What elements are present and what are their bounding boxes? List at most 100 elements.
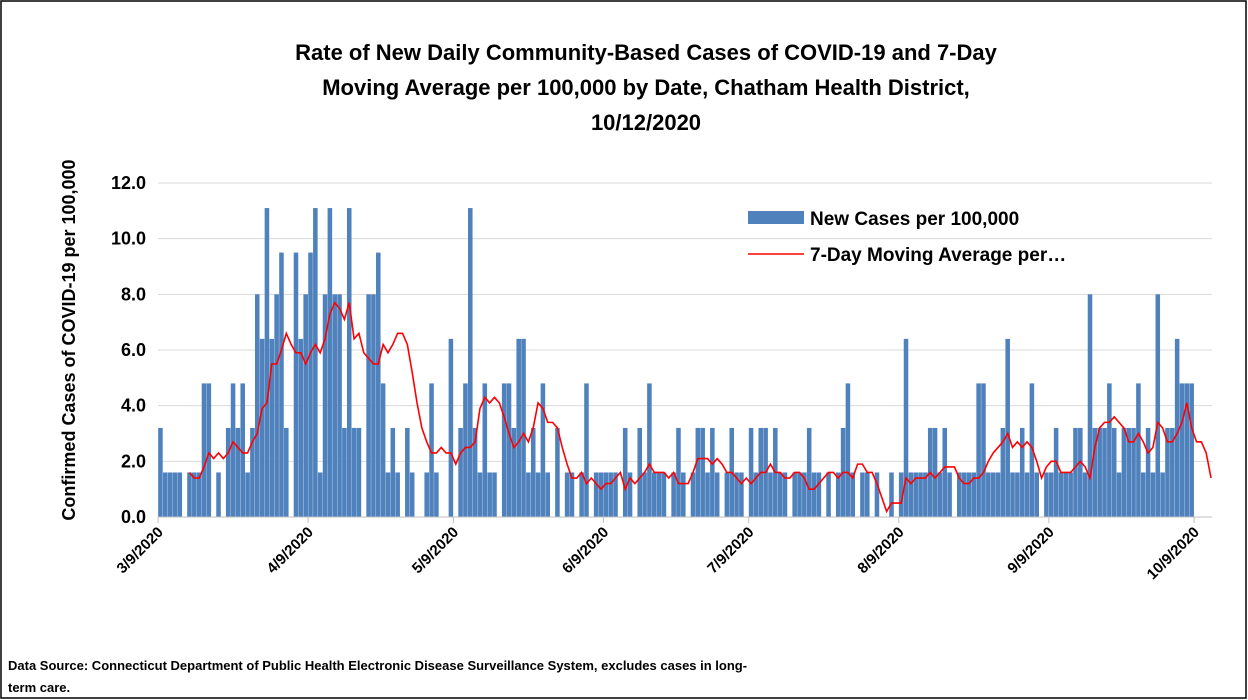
bar — [724, 472, 730, 517]
bar — [835, 472, 841, 517]
bar — [593, 472, 599, 517]
bar — [622, 427, 628, 517]
bar — [700, 427, 705, 517]
bar — [753, 472, 759, 517]
legend-swatch — [748, 211, 804, 224]
bar — [458, 427, 463, 517]
bar — [1184, 383, 1190, 517]
chart-title: 10/12/2020 — [591, 110, 701, 135]
bar — [584, 383, 589, 517]
bar — [579, 472, 584, 517]
bar — [860, 472, 865, 517]
bar — [705, 472, 710, 517]
bar — [1044, 472, 1049, 517]
bar — [192, 472, 197, 517]
bar — [380, 383, 386, 517]
bar — [1121, 427, 1127, 517]
bar — [196, 472, 202, 517]
bar — [1010, 472, 1015, 517]
bar — [269, 338, 275, 517]
bar — [642, 472, 647, 517]
bar — [1107, 383, 1112, 517]
bar — [695, 427, 701, 517]
bar — [739, 472, 744, 517]
bar — [327, 208, 333, 518]
bar — [1155, 294, 1161, 517]
bar — [405, 427, 410, 517]
bar — [356, 427, 362, 517]
bar — [782, 472, 788, 517]
bar — [342, 427, 347, 517]
bar — [371, 294, 376, 517]
bar — [651, 472, 657, 517]
bar — [598, 472, 604, 517]
bar — [322, 294, 328, 517]
bar — [535, 472, 541, 517]
bar — [903, 338, 909, 517]
bar — [681, 472, 686, 517]
bar — [530, 427, 536, 517]
bar — [792, 472, 797, 517]
bar — [1150, 472, 1156, 517]
bar — [201, 383, 207, 517]
bar — [293, 252, 299, 518]
bar — [1029, 383, 1035, 517]
bar — [777, 472, 783, 517]
bar — [521, 338, 526, 517]
bar — [235, 427, 241, 517]
bar — [366, 294, 371, 517]
bar — [913, 472, 918, 517]
bar — [656, 472, 662, 517]
bar — [714, 472, 720, 517]
bar — [661, 472, 667, 517]
bar — [511, 427, 517, 517]
bar — [850, 472, 856, 517]
bar — [526, 472, 531, 517]
bar — [1126, 427, 1132, 517]
bar — [1019, 427, 1025, 517]
bar — [1078, 427, 1083, 517]
y-tick-label: 10.0 — [111, 229, 146, 249]
bar — [990, 472, 996, 517]
bar — [337, 294, 342, 517]
bar — [448, 338, 454, 517]
bar — [627, 472, 633, 517]
bar — [313, 208, 318, 518]
bar — [995, 472, 1001, 517]
bar — [1058, 472, 1064, 517]
bar — [981, 383, 986, 517]
bar — [603, 472, 609, 517]
bar — [487, 472, 492, 517]
bar — [710, 427, 715, 517]
bar — [1048, 472, 1054, 517]
bar — [608, 472, 613, 517]
bar — [274, 294, 279, 517]
y-axis-title: Confirmed Cases of COVID-19 per 100,000 — [59, 159, 79, 520]
bar — [1034, 472, 1040, 517]
source-note: Data Source: Connecticut Department of P… — [8, 658, 748, 695]
bar — [1116, 472, 1122, 517]
bar — [932, 427, 938, 517]
bar — [1005, 338, 1010, 517]
bar — [390, 427, 396, 517]
bar — [298, 338, 304, 517]
bar — [434, 472, 439, 517]
bar — [158, 427, 163, 517]
bar — [409, 472, 415, 517]
bar — [923, 472, 928, 517]
bar — [1165, 427, 1170, 517]
bar — [1063, 472, 1069, 517]
bar — [477, 472, 483, 517]
bar — [1000, 427, 1006, 517]
bar — [206, 383, 212, 517]
bar — [1053, 427, 1059, 517]
bar — [806, 427, 812, 517]
bar — [284, 427, 289, 517]
bar — [250, 427, 255, 517]
bar — [540, 383, 546, 517]
bar — [768, 472, 773, 517]
bar — [429, 383, 434, 517]
bar — [172, 472, 178, 517]
bar — [468, 208, 473, 518]
